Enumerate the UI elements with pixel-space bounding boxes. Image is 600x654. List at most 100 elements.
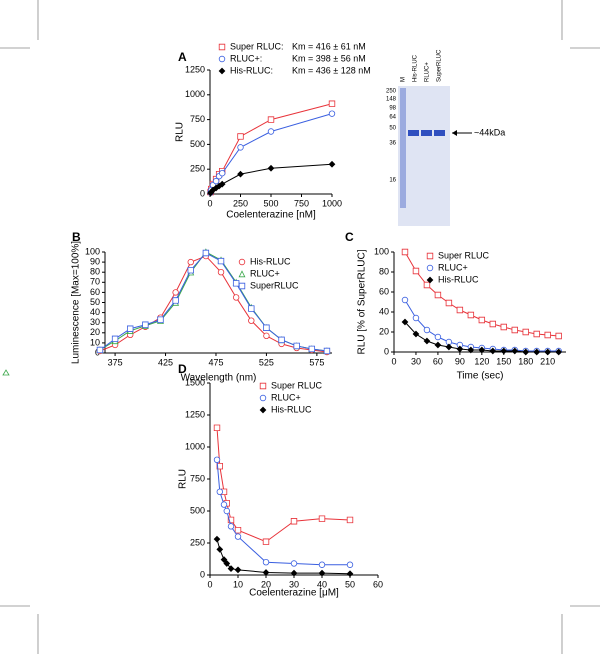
y-tick-label: 80 bbox=[379, 266, 389, 276]
legend-label: RLUC+ bbox=[438, 262, 468, 272]
marker bbox=[478, 316, 486, 324]
panel-label: A bbox=[178, 50, 187, 64]
marker bbox=[220, 556, 228, 564]
marker bbox=[412, 330, 420, 338]
legend-swatch bbox=[259, 382, 267, 390]
marker bbox=[248, 317, 255, 324]
x-tick-label: 30 bbox=[289, 579, 299, 589]
y-tick-label: 20 bbox=[90, 327, 100, 337]
x-axis-title: Time (sec) bbox=[457, 371, 504, 382]
marker bbox=[533, 348, 541, 356]
y-tick-label: 100 bbox=[374, 246, 389, 256]
marker bbox=[237, 133, 244, 140]
marker bbox=[263, 332, 270, 340]
marker bbox=[346, 516, 354, 524]
legend-label: Super RLUC bbox=[438, 250, 490, 260]
y-tick-label: 0 bbox=[200, 188, 205, 198]
marker bbox=[267, 116, 275, 123]
marker bbox=[500, 347, 508, 355]
lane-label: RLUC+ bbox=[425, 62, 431, 82]
marker bbox=[232, 294, 240, 301]
panel-label: B bbox=[72, 230, 81, 244]
y-tick-label: 30 bbox=[90, 317, 100, 327]
marker bbox=[223, 560, 231, 567]
legend-label: RLUC+: bbox=[230, 53, 262, 63]
legend-swatch bbox=[426, 252, 434, 260]
marker bbox=[456, 345, 464, 353]
y-axis-title: Luminescence [Max=100%] bbox=[71, 241, 82, 364]
legend-swatch bbox=[218, 43, 226, 51]
marker bbox=[142, 321, 149, 328]
y-tick-label: 500 bbox=[190, 139, 205, 149]
legend-swatch bbox=[259, 394, 267, 402]
legend-note: Km = 398 ± 56 nM bbox=[292, 53, 366, 63]
marker bbox=[489, 320, 497, 328]
y-tick-label: 40 bbox=[379, 306, 389, 316]
series-line bbox=[216, 459, 350, 566]
marker bbox=[232, 280, 240, 287]
lane-label: SuperRLUC bbox=[437, 49, 443, 82]
x-axis-title: Coelenterazine [μM] bbox=[249, 588, 339, 599]
band-label: ~44kDa bbox=[474, 127, 505, 137]
marker bbox=[511, 326, 518, 334]
y-tick-label: 100 bbox=[85, 246, 100, 256]
marker bbox=[434, 291, 442, 299]
marker bbox=[323, 347, 331, 355]
marker bbox=[412, 314, 420, 322]
legend-label: SuperRLUC bbox=[250, 280, 299, 290]
legend-swatch bbox=[218, 67, 226, 75]
marker bbox=[267, 128, 275, 135]
x-tick-label: 60 bbox=[433, 356, 443, 366]
x-tick-label: 120 bbox=[474, 356, 489, 366]
y-tick-label: 750 bbox=[190, 473, 205, 483]
marker bbox=[308, 345, 316, 353]
x-tick-label: 0 bbox=[391, 356, 396, 366]
marker bbox=[248, 305, 255, 312]
marker bbox=[223, 507, 230, 515]
marker bbox=[187, 258, 194, 266]
marker bbox=[290, 569, 298, 577]
y-tick-label: 60 bbox=[379, 286, 389, 296]
y-tick-label: 90 bbox=[90, 256, 100, 266]
gel: M His-RLUC RLUC+ SuperRLUC 250 148 98 64… bbox=[386, 49, 505, 226]
marker bbox=[290, 518, 298, 525]
x-tick-label: 500 bbox=[263, 198, 278, 208]
marker bbox=[412, 267, 420, 275]
panel-label: C bbox=[345, 230, 354, 244]
marker bbox=[218, 169, 226, 177]
legend-label: RLUC+ bbox=[271, 392, 301, 402]
marker bbox=[434, 333, 442, 341]
x-tick-label: 0 bbox=[207, 579, 212, 589]
y-tick-label: 50 bbox=[90, 297, 100, 307]
x-tick-label: 525 bbox=[259, 357, 274, 367]
marker bbox=[423, 326, 431, 334]
marker bbox=[500, 323, 507, 331]
marker bbox=[262, 538, 270, 545]
marker-label: 50 bbox=[389, 126, 396, 132]
arrow-head bbox=[452, 130, 457, 136]
x-tick-label: 40 bbox=[317, 579, 327, 589]
x-tick-label: 1000 bbox=[322, 198, 342, 208]
y-axis-title: RLU bbox=[175, 122, 186, 142]
legend-swatch bbox=[238, 282, 246, 290]
x-tick-label: 475 bbox=[208, 357, 223, 367]
marker bbox=[328, 110, 336, 117]
x-tick-label: 375 bbox=[108, 357, 123, 367]
legend-label: His-RLUC bbox=[438, 274, 479, 284]
marker bbox=[467, 311, 475, 319]
x-tick-label: 10 bbox=[233, 579, 243, 589]
band bbox=[434, 130, 445, 136]
x-tick-label: 30 bbox=[411, 356, 421, 366]
x-tick-label: 0 bbox=[207, 198, 212, 208]
marker bbox=[96, 346, 104, 354]
marker bbox=[267, 164, 275, 172]
marker bbox=[213, 456, 221, 463]
marker bbox=[234, 527, 242, 534]
series-line bbox=[99, 255, 328, 353]
marker bbox=[293, 342, 300, 350]
x-tick-label: 575 bbox=[309, 357, 324, 367]
series-line bbox=[216, 427, 351, 543]
y-tick-label: 20 bbox=[379, 326, 389, 336]
x-axis-title: Wavelength (nm) bbox=[181, 373, 257, 384]
